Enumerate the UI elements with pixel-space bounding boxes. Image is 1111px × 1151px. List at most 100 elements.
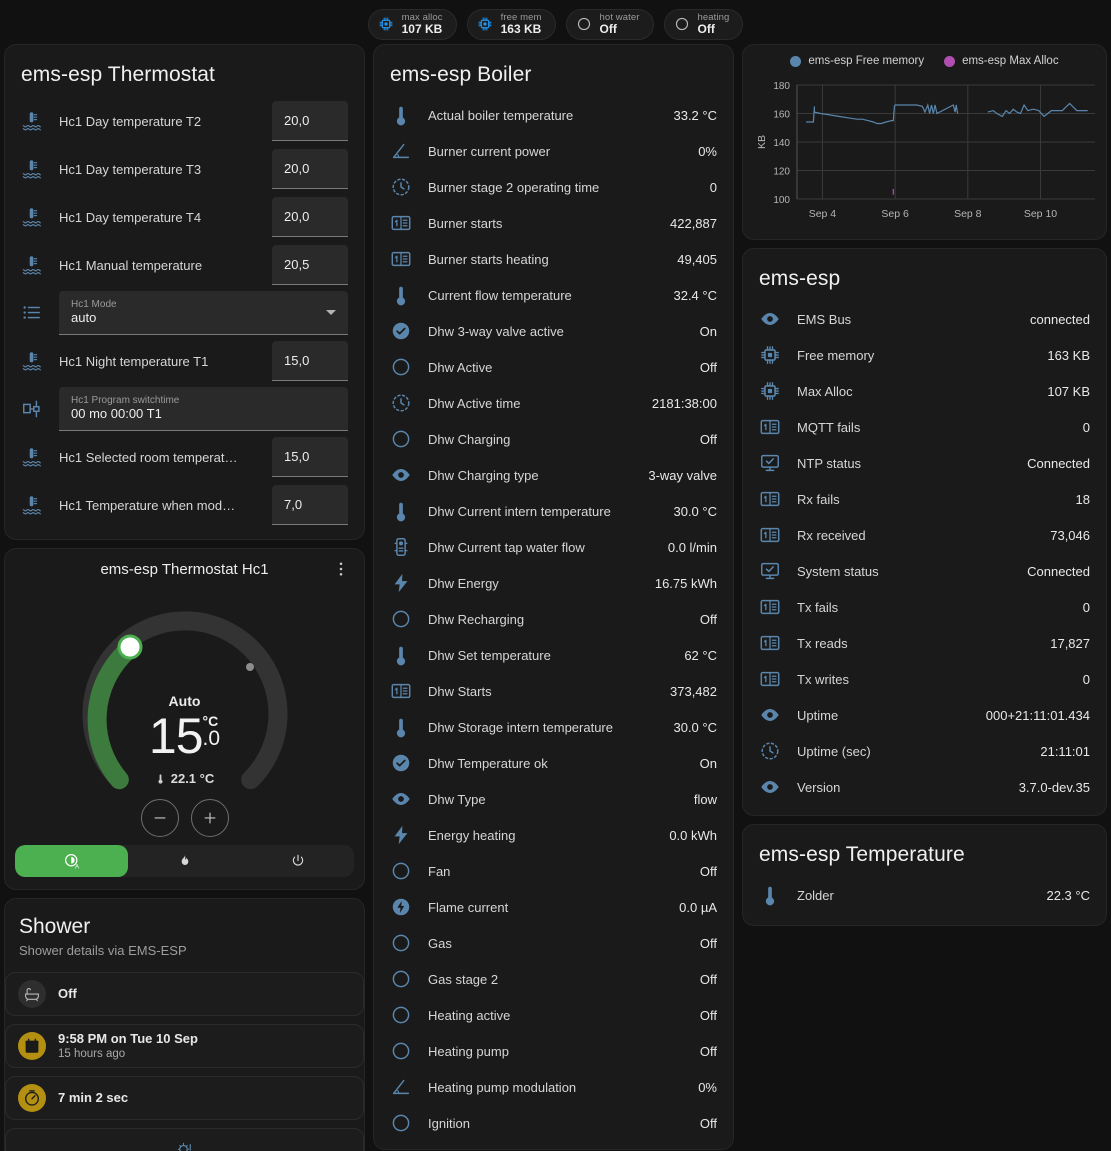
entity-row[interactable]: Burner starts heating 49,405 bbox=[374, 241, 733, 277]
circle-icon bbox=[392, 862, 410, 880]
number-input[interactable]: 20,0 bbox=[272, 197, 348, 237]
entity-row[interactable]: Dhw Temperature ok On bbox=[374, 745, 733, 781]
chip-hot-water[interactable]: hot water Off bbox=[565, 8, 654, 40]
entity-row[interactable]: Current flow temperature 32.4 °C bbox=[374, 277, 733, 313]
temperature-decrease-button[interactable] bbox=[140, 799, 179, 837]
entity-value: 0 bbox=[1082, 599, 1090, 615]
entity-row[interactable]: Burner stage 2 operating time 0 bbox=[374, 169, 733, 205]
number-input[interactable]: 20,0 bbox=[272, 149, 348, 189]
mode-select[interactable]: Hc1 Mode auto bbox=[59, 291, 348, 335]
entity-value: 163 KB bbox=[1047, 347, 1090, 363]
shower-footer-row[interactable] bbox=[5, 1128, 364, 1151]
entity-row[interactable]: Gas stage 2 Off bbox=[374, 961, 733, 997]
entity-row[interactable]: EMS Bus connected bbox=[743, 301, 1106, 337]
temperature-increase-button[interactable] bbox=[190, 799, 229, 837]
chip-free-mem[interactable]: free mem 163 KB bbox=[466, 8, 556, 40]
entity-row[interactable]: Max Alloc 107 KB bbox=[743, 373, 1106, 409]
entity-row[interactable]: Dhw Set temperature 62 °C bbox=[374, 637, 733, 673]
entity-row[interactable]: System status Connected bbox=[743, 553, 1106, 589]
entity-row[interactable]: Burner current power 0% bbox=[374, 133, 733, 169]
entity-row[interactable]: Free memory 163 KB bbox=[743, 337, 1106, 373]
entity-row[interactable]: Fan Off bbox=[374, 853, 733, 889]
shower-item-primary: 9:58 PM on Tue 10 Sep bbox=[58, 1030, 198, 1046]
power-icon bbox=[292, 854, 303, 866]
entity-row[interactable]: Energy heating 0.0 kWh bbox=[374, 817, 733, 853]
entity-row[interactable]: Gas Off bbox=[374, 925, 733, 961]
entity-row[interactable]: Dhw 3-way valve active On bbox=[374, 313, 733, 349]
check-circle-icon bbox=[390, 752, 412, 774]
chevron-down-icon[interactable] bbox=[326, 310, 336, 315]
entity-value: 0.0 µA bbox=[679, 899, 717, 915]
thermometer-icon bbox=[396, 286, 406, 306]
check-circle-icon bbox=[392, 754, 410, 772]
entity-row[interactable]: Tx writes 0 bbox=[743, 661, 1106, 697]
entity-row[interactable]: Dhw Recharging Off bbox=[374, 601, 733, 637]
entity-value: 16.75 kWh bbox=[654, 575, 717, 591]
counter-icon bbox=[391, 683, 411, 699]
entity-row[interactable]: Dhw Starts 373,482 bbox=[374, 673, 733, 709]
chip-label: max alloc bbox=[401, 11, 443, 23]
entity-row[interactable]: Heating pump Off bbox=[374, 1033, 733, 1069]
entity-row[interactable]: Ignition Off bbox=[374, 1105, 733, 1141]
entity-row[interactable]: Dhw Charging Off bbox=[374, 421, 733, 457]
entity-row[interactable]: Dhw Active time 2181:38:00 bbox=[374, 385, 733, 421]
legend-item[interactable]: ems-esp Max Alloc bbox=[944, 55, 1059, 67]
entity-row[interactable]: Rx fails 18 bbox=[743, 481, 1106, 517]
number-input[interactable]: 20,5 bbox=[272, 245, 348, 285]
thermostat-number-row: Hc1 Day temperature T3 20,0 bbox=[5, 145, 364, 193]
more-vertical-icon[interactable] bbox=[332, 560, 350, 578]
hvac-mode-heat-button[interactable] bbox=[128, 845, 241, 877]
number-input[interactable]: 15,0 bbox=[272, 437, 348, 477]
chip-heating[interactable]: heating Off bbox=[663, 8, 744, 40]
entity-row[interactable]: Dhw Charging type 3-way valve bbox=[374, 457, 733, 493]
chart-series-line bbox=[806, 102, 959, 125]
entity-name: Hc1 Temperature when mod… bbox=[59, 497, 236, 513]
entity-name: Dhw Set temperature bbox=[428, 647, 551, 663]
shower-item[interactable]: 9:58 PM on Tue 10 Sep 15 hours ago bbox=[5, 1024, 364, 1068]
entity-row[interactable]: Uptime (sec) 21:11:01 bbox=[743, 733, 1106, 769]
entity-row[interactable]: Dhw Type flow bbox=[374, 781, 733, 817]
entity-row[interactable]: Dhw Current tap water flow 0.0 l/min bbox=[374, 529, 733, 565]
chip-max-alloc[interactable]: max alloc 107 KB bbox=[367, 8, 457, 40]
shower-item[interactable]: Off bbox=[5, 972, 364, 1016]
entity-row[interactable]: Dhw Current intern temperature 30.0 °C bbox=[374, 493, 733, 529]
entity-row[interactable]: Tx fails 0 bbox=[743, 589, 1106, 625]
entity-row[interactable]: Flame current 0.0 µA bbox=[374, 889, 733, 925]
entity-name: EMS Bus bbox=[797, 311, 852, 327]
dial-unit: °C bbox=[202, 713, 219, 729]
entity-row[interactable]: Heating pump modulation 0% bbox=[374, 1069, 733, 1105]
entity-row[interactable]: Dhw Storage intern temperature 30.0 °C bbox=[374, 709, 733, 745]
number-input[interactable]: 15,0 bbox=[272, 341, 348, 381]
entity-name: Heating active bbox=[428, 1007, 511, 1023]
entity-row[interactable]: Dhw Energy 16.75 kWh bbox=[374, 565, 733, 601]
svg-text:100: 100 bbox=[773, 195, 790, 206]
temperature-dial[interactable] bbox=[60, 589, 310, 839]
entity-row[interactable]: NTP status Connected bbox=[743, 445, 1106, 481]
entity-row[interactable]: Dhw Active Off bbox=[374, 349, 733, 385]
dial-control[interactable]: Auto 15 °C .0 22.1 °C bbox=[5, 589, 364, 839]
entity-value: 373,482 bbox=[670, 683, 717, 699]
boiler-card: ems-esp Boiler Actual boiler temperature… bbox=[373, 44, 734, 1150]
entity-row[interactable]: Version 3.7.0-dev.35 bbox=[743, 769, 1106, 805]
entity-row[interactable]: Uptime 000+21:11:01.434 bbox=[743, 697, 1106, 733]
entity-row[interactable]: Tx reads 17,827 bbox=[743, 625, 1106, 661]
number-input[interactable]: 20,0 bbox=[272, 101, 348, 141]
number-input[interactable]: 7,0 bbox=[272, 485, 348, 525]
entity-row[interactable]: Burner starts 422,887 bbox=[374, 205, 733, 241]
entity-value: connected bbox=[1030, 311, 1090, 327]
memory-history-chart[interactable]: 100 120 140 160 180 Sep 4 Sep 6 Sep 8 Sep 10 KB bbox=[751, 71, 1100, 231]
svg-text:Sep 6: Sep 6 bbox=[881, 208, 909, 220]
text-input[interactable]: Hc1 Program switchtime 00 mo 00:00 T1 bbox=[59, 387, 348, 431]
hvac-mode-auto-button[interactable]: A bbox=[15, 845, 128, 877]
entity-row[interactable]: Rx received 73,046 bbox=[743, 517, 1106, 553]
entity-row[interactable]: Actual boiler temperature 33.2 °C bbox=[374, 97, 733, 133]
entity-name: Rx fails bbox=[797, 491, 840, 507]
entity-row[interactable]: Zolder 22.3 °C bbox=[743, 877, 1106, 913]
entity-row[interactable]: Heating active Off bbox=[374, 997, 733, 1033]
hvac-mode-off-button[interactable] bbox=[241, 845, 354, 877]
chip-icon bbox=[477, 16, 493, 32]
water-meter-icon bbox=[390, 536, 412, 558]
legend-item[interactable]: ems-esp Free memory bbox=[790, 55, 924, 67]
entity-row[interactable]: MQTT fails 0 bbox=[743, 409, 1106, 445]
shower-item[interactable]: 7 min 2 sec bbox=[5, 1076, 364, 1120]
